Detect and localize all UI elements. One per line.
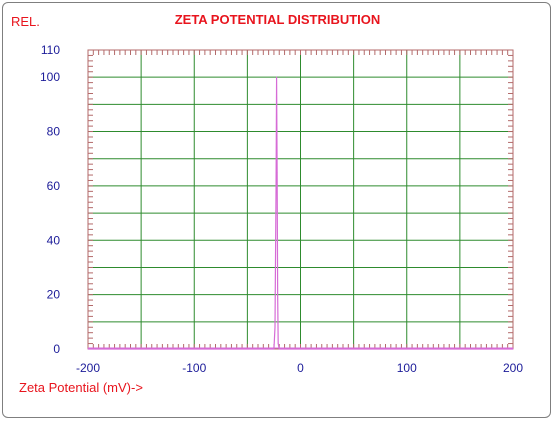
data-point [276,76,278,78]
data-point [512,348,514,350]
y-tick-label: 0 [53,342,60,356]
y-tick-label: 110 [41,43,60,57]
y-tick-label: 60 [47,179,61,193]
y-tick-label: 80 [47,125,61,139]
data-point [273,348,275,350]
x-tick-label: -100 [182,361,206,375]
y-tick-label: 100 [40,70,60,84]
data-point [276,171,278,173]
series-line [88,77,513,350]
data-point [275,185,277,187]
x-tick-label: -200 [76,361,100,375]
data-point [278,348,280,350]
data-point [87,348,89,350]
data-point [277,294,279,296]
y-axis-label: REL. [11,14,40,29]
y-tick-label: 40 [47,233,61,247]
x-tick-label: 100 [397,361,417,375]
y-tick-label: 20 [47,288,61,302]
data-point [274,326,276,328]
chart-title: ZETA POTENTIAL DISTRIBUTION [174,12,381,27]
x-tick-label: 0 [297,361,304,375]
x-tick-label: 200 [503,361,523,375]
x-axis-label: Zeta Potential (mV)-> [19,380,143,395]
data-point [277,343,279,345]
